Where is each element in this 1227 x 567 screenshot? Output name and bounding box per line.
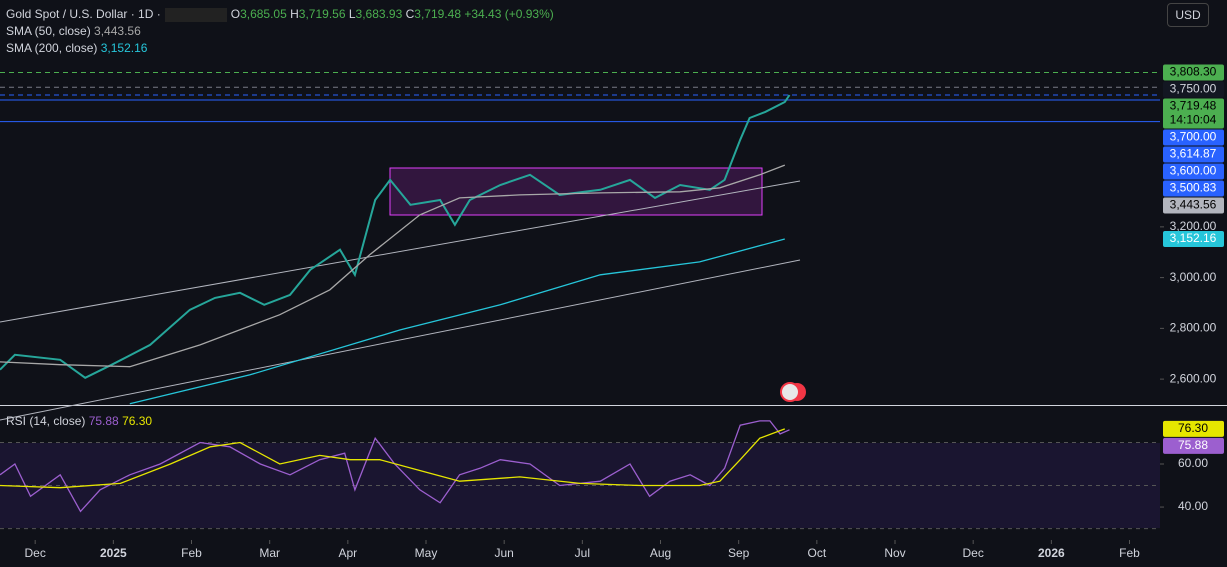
legend-value: 76.30	[122, 414, 153, 428]
y-tick-label: 2,600.00	[1170, 371, 1217, 385]
ohlc-row: Gold Spot / U.S. Dollar · 1D · O3,685.05 …	[6, 6, 554, 23]
x-tick-label: Dec	[963, 546, 984, 560]
price-flag	[1163, 437, 1224, 454]
sma200-legend: SMA (200, close) 3,152.16	[6, 40, 554, 57]
y-tick-label: 3,200.00	[1170, 219, 1217, 233]
price-flag-label: 75.88	[1178, 438, 1208, 452]
sma50-legend: SMA (50, close) 3,443.56	[6, 23, 554, 40]
legend-name: RSI (14, close)	[6, 414, 86, 428]
price-flag-label: 3,719.48	[1170, 99, 1217, 113]
price-flag-label: 3,750.00	[1170, 82, 1217, 96]
trend-line	[0, 180, 801, 323]
x-tick-label: Feb	[1119, 546, 1140, 560]
price-flag	[1163, 197, 1224, 214]
price-flag	[1163, 98, 1224, 129]
price-flag	[1163, 420, 1224, 437]
price-flag	[1163, 163, 1224, 180]
change: +34.43 (+0.93%)	[464, 7, 554, 21]
ohlc-key: H	[290, 7, 299, 21]
price-flag-label: 3,500.83	[1170, 181, 1217, 195]
rsi-legend: RSI (14, close) 75.88 76.30	[6, 414, 152, 428]
price-flag-label: 3,152.16	[1170, 231, 1217, 245]
price-flag	[1163, 64, 1224, 81]
price-flag	[1163, 231, 1224, 248]
symbol: Gold Spot / U.S. Dollar · 1D ·	[6, 7, 161, 21]
flag-icon	[780, 382, 806, 402]
legend-value: 3,152.16	[100, 41, 148, 55]
series-line	[0, 94, 791, 379]
series-line	[0, 164, 786, 368]
x-tick-label: Nov	[884, 546, 905, 560]
price-flag	[1163, 81, 1224, 98]
price-flag-label: 3,600.00	[1170, 164, 1217, 178]
price-flag-label: 76.30	[1178, 421, 1208, 435]
x-tick-label: Feb	[181, 546, 202, 560]
x-tick-label: Apr	[338, 546, 357, 560]
y-tick-label: 2,800.00	[1170, 321, 1217, 335]
countdown: 14:10:04	[1170, 113, 1217, 127]
currency-button[interactable]: USD	[1167, 3, 1209, 27]
x-tick-label: Jun	[494, 546, 513, 560]
trend-line	[0, 259, 801, 421]
legend-name: SMA (50, close)	[6, 24, 91, 38]
redacted	[164, 7, 227, 22]
ohlc-value: 3,685.05	[240, 7, 287, 21]
series-line	[0, 428, 786, 489]
x-tick-label: Jul	[575, 546, 590, 560]
legend-name: SMA (200, close)	[6, 41, 98, 55]
ohlc-value: 3,719.56	[298, 7, 346, 21]
ohlc-key: L	[348, 7, 356, 21]
price-flag-label: 3,808.30	[1170, 65, 1217, 79]
legend-value: 3,443.56	[94, 24, 141, 38]
ohlc-value: 3,683.93	[355, 7, 403, 21]
price-flag-label: 3,614.87	[1170, 147, 1217, 161]
price-flag-label: 3,443.56	[1170, 198, 1217, 212]
x-tick-label: Mar	[259, 546, 280, 560]
x-tick-label: 2026	[1038, 546, 1065, 560]
y-tick-label: 40.00	[1178, 499, 1208, 513]
ohlc-value: 3,719.48	[414, 7, 461, 21]
series-line	[129, 238, 785, 405]
ohlc-key: O	[230, 7, 241, 21]
range-box	[389, 167, 763, 216]
price-flag	[1163, 146, 1224, 163]
x-tick-label: Dec	[25, 546, 46, 560]
price-flag	[1163, 180, 1224, 197]
legend-value: 75.88	[88, 414, 119, 428]
price-flag-label: 3,700.00	[1170, 130, 1217, 144]
ohlc: O3,685.05 H3,719.56 L3,683.93 C3,719.48	[231, 7, 465, 21]
x-tick-label: Aug	[650, 546, 671, 560]
x-tick-label: May	[415, 546, 438, 560]
x-tick-label: Sep	[728, 546, 750, 560]
y-tick-label: 3,000.00	[1170, 270, 1217, 284]
ohlc-key: C	[405, 7, 415, 21]
legend: Gold Spot / U.S. Dollar · 1D · O3,685.05 …	[6, 6, 554, 57]
y-tick-label: 60.00	[1178, 456, 1208, 470]
x-tick-label: 2025	[100, 546, 127, 560]
price-flag	[1163, 129, 1224, 146]
x-tick-label: Oct	[808, 546, 827, 560]
